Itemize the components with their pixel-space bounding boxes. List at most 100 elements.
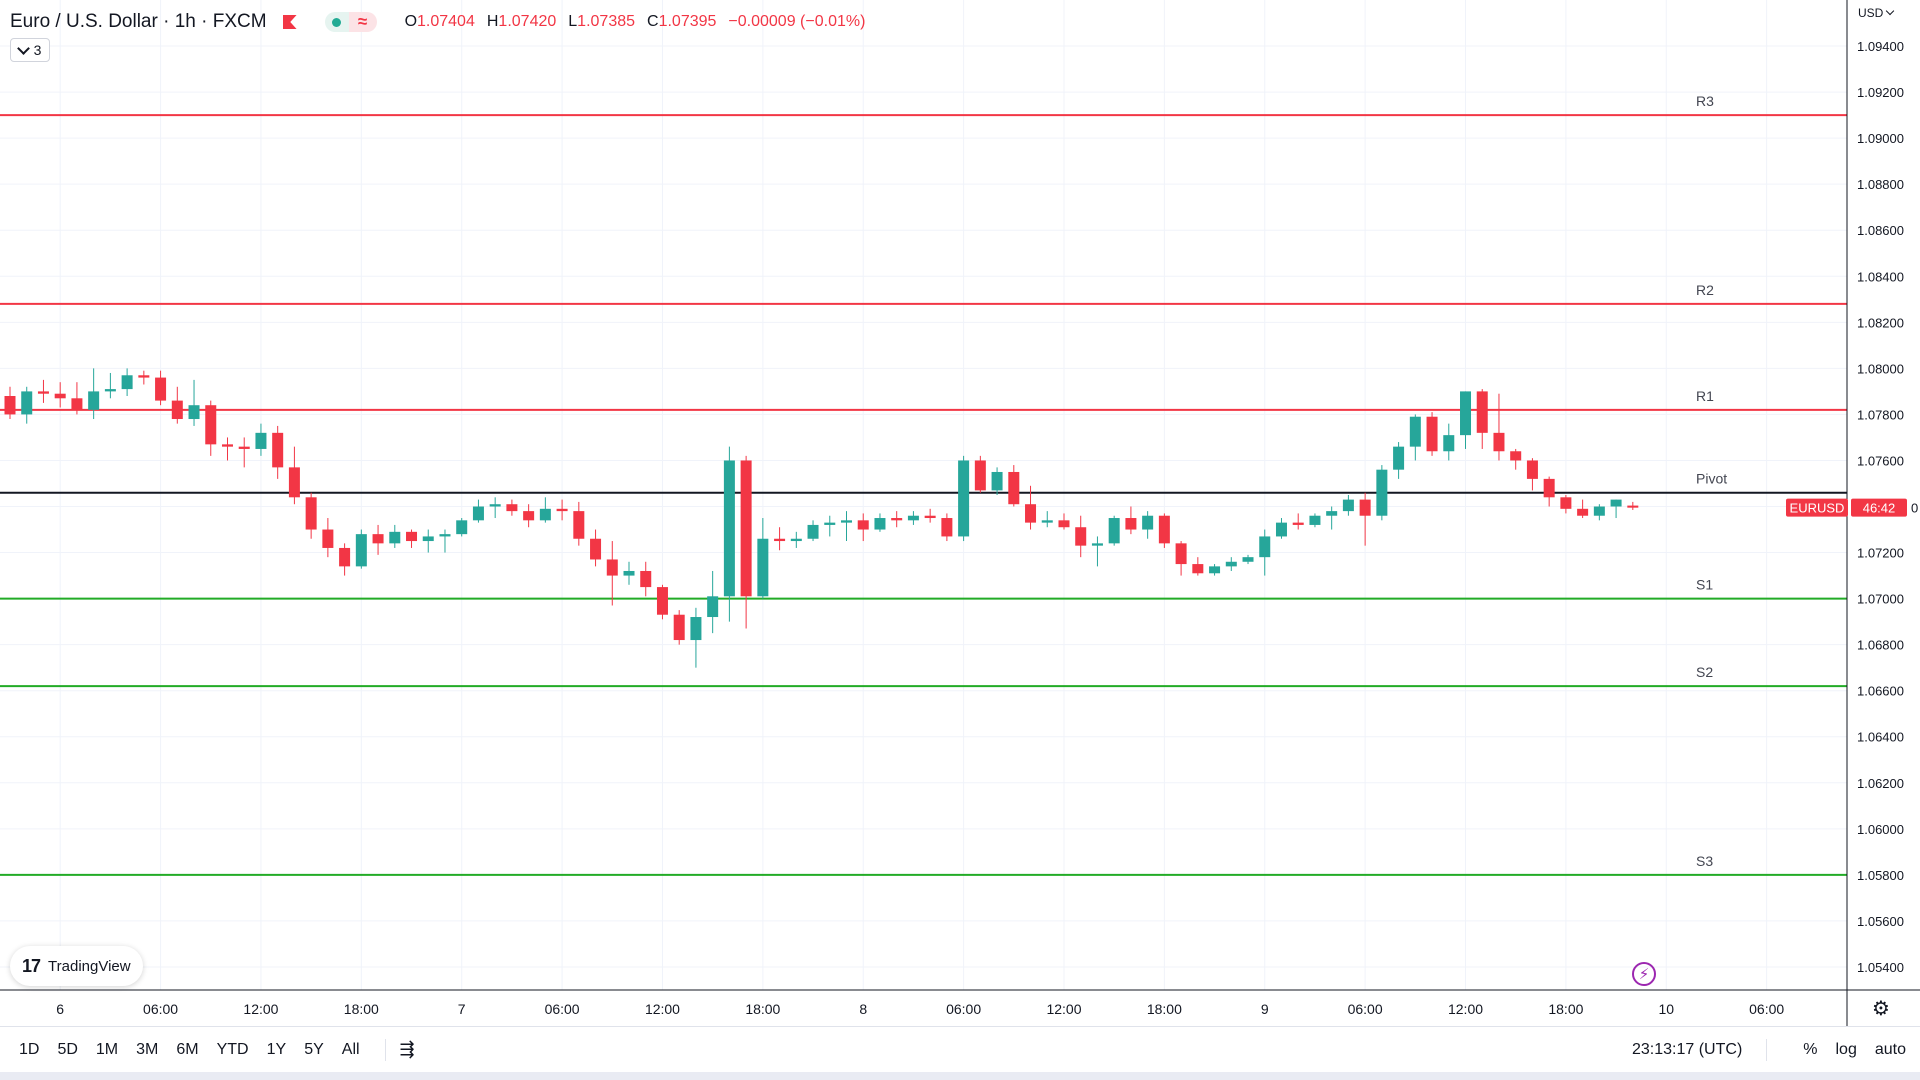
candle-up[interactable] [1041, 520, 1053, 523]
candle-down[interactable] [774, 538, 786, 542]
candle-down[interactable] [171, 400, 183, 420]
candle-down[interactable] [205, 405, 217, 445]
candle-up[interactable] [1309, 515, 1321, 525]
candle-down[interactable] [322, 529, 334, 548]
candle-down[interactable] [1175, 543, 1187, 565]
period-button-ytd[interactable]: YTD [216, 1040, 249, 1058]
candle-down[interactable] [1025, 504, 1037, 523]
candle-down[interactable] [305, 497, 317, 530]
candle-down[interactable] [1125, 518, 1137, 530]
last-price-badge[interactable]: EURUSD 46:42 0 [1786, 498, 1918, 517]
candle-up[interactable] [1142, 515, 1154, 530]
candle-up[interactable] [1275, 522, 1287, 537]
candle-up[interactable] [389, 531, 401, 544]
candle-up[interactable] [1242, 557, 1254, 562]
currency-select[interactable]: USD [1858, 6, 1895, 20]
candle-up[interactable] [1376, 469, 1388, 516]
flag-icon[interactable] [282, 15, 297, 29]
candle-down[interactable] [54, 393, 66, 399]
candle-down[interactable] [606, 559, 618, 576]
percent-scale-toggle[interactable]: % [1803, 1040, 1818, 1058]
candle-down[interactable] [1627, 505, 1639, 508]
candle-up[interactable] [790, 538, 802, 542]
gear-icon[interactable]: ⚙ [1872, 998, 1890, 1020]
candle-down[interactable] [924, 515, 936, 519]
candle-down[interactable] [1192, 564, 1204, 574]
candle-down[interactable] [272, 432, 284, 468]
candle-down[interactable] [372, 534, 384, 544]
candle-down[interactable] [238, 446, 250, 449]
candle-down[interactable] [138, 375, 150, 378]
candle-up[interactable] [723, 460, 735, 597]
period-button-5y[interactable]: 5Y [304, 1040, 324, 1058]
candle-down[interactable] [221, 444, 233, 447]
candle-down[interactable] [1560, 497, 1572, 509]
candle-up[interactable] [255, 432, 267, 449]
candle-down[interactable] [740, 460, 752, 597]
candle-down[interactable] [556, 508, 568, 512]
market-status[interactable]: ≈ [324, 12, 377, 32]
candle-down[interactable] [857, 520, 869, 530]
lightning-icon[interactable]: ⚡ [1632, 962, 1656, 986]
candle-up[interactable] [1225, 561, 1237, 567]
candle-down[interactable] [640, 570, 652, 588]
period-button-all[interactable]: All [341, 1040, 360, 1058]
candle-up[interactable] [1209, 566, 1221, 574]
candle-down[interactable] [1476, 391, 1488, 433]
candle-up[interactable] [104, 389, 116, 392]
candle-down[interactable] [155, 377, 167, 401]
candle-up[interactable] [422, 536, 434, 542]
candle-up[interactable] [355, 534, 367, 567]
candle-down[interactable] [37, 391, 49, 394]
symbol-title[interactable]: Euro / U.S. Dollar · 1h · FXCM [10, 11, 267, 32]
candle-up[interactable] [874, 518, 886, 530]
candle-down[interactable] [573, 511, 585, 539]
period-button-1m[interactable]: 1M [95, 1040, 119, 1058]
candle-down[interactable] [941, 518, 953, 537]
candle-up[interactable] [1610, 499, 1622, 507]
date-range-icon[interactable]: ⇶ [399, 1039, 415, 1059]
candle-down[interactable] [506, 504, 518, 512]
candle-down[interactable] [1058, 520, 1070, 528]
candles[interactable] [4, 368, 1639, 668]
candle-up[interactable] [539, 508, 551, 521]
candle-down[interactable] [406, 531, 418, 542]
indicators-toggle-button[interactable]: 3 [10, 38, 50, 62]
candle-down[interactable] [974, 460, 986, 491]
candle-up[interactable] [1460, 391, 1472, 436]
period-button-1y[interactable]: 1Y [266, 1040, 287, 1058]
candle-up[interactable] [21, 391, 33, 415]
candle-down[interactable] [656, 587, 668, 615]
candle-up[interactable] [841, 520, 852, 523]
candle-up[interactable] [439, 534, 451, 537]
candle-down[interactable] [1526, 460, 1538, 479]
candle-down[interactable] [1008, 471, 1020, 505]
candle-down[interactable] [673, 614, 685, 641]
candle-down[interactable] [288, 467, 300, 498]
candle-up[interactable] [623, 570, 635, 576]
candle-up[interactable] [489, 504, 501, 507]
candle-down[interactable] [1426, 416, 1438, 452]
candle-up[interactable] [1108, 518, 1120, 544]
candle-up[interactable] [1342, 499, 1354, 512]
candle-up[interactable] [824, 522, 836, 525]
candle-down[interactable] [1577, 508, 1589, 516]
candle-up[interactable] [456, 520, 468, 535]
candle-down[interactable] [1075, 527, 1087, 546]
candle-up[interactable] [707, 596, 719, 618]
candle-down[interactable] [1510, 451, 1522, 461]
candle-up[interactable] [991, 471, 1003, 491]
candle-up[interactable] [1409, 416, 1421, 447]
auto-scale-toggle[interactable]: auto [1874, 1040, 1906, 1058]
candle-up[interactable] [472, 506, 484, 521]
candle-down[interactable] [4, 396, 16, 415]
candle-up[interactable] [690, 617, 702, 641]
candle-down[interactable] [590, 538, 602, 560]
period-button-6m[interactable]: 6M [176, 1040, 199, 1058]
candle-down[interactable] [523, 511, 535, 521]
candle-up[interactable] [188, 405, 200, 420]
candle-up[interactable] [1593, 506, 1605, 516]
candle-down[interactable] [1292, 522, 1304, 525]
candle-down[interactable] [1493, 432, 1505, 452]
log-scale-toggle[interactable]: log [1835, 1040, 1857, 1058]
